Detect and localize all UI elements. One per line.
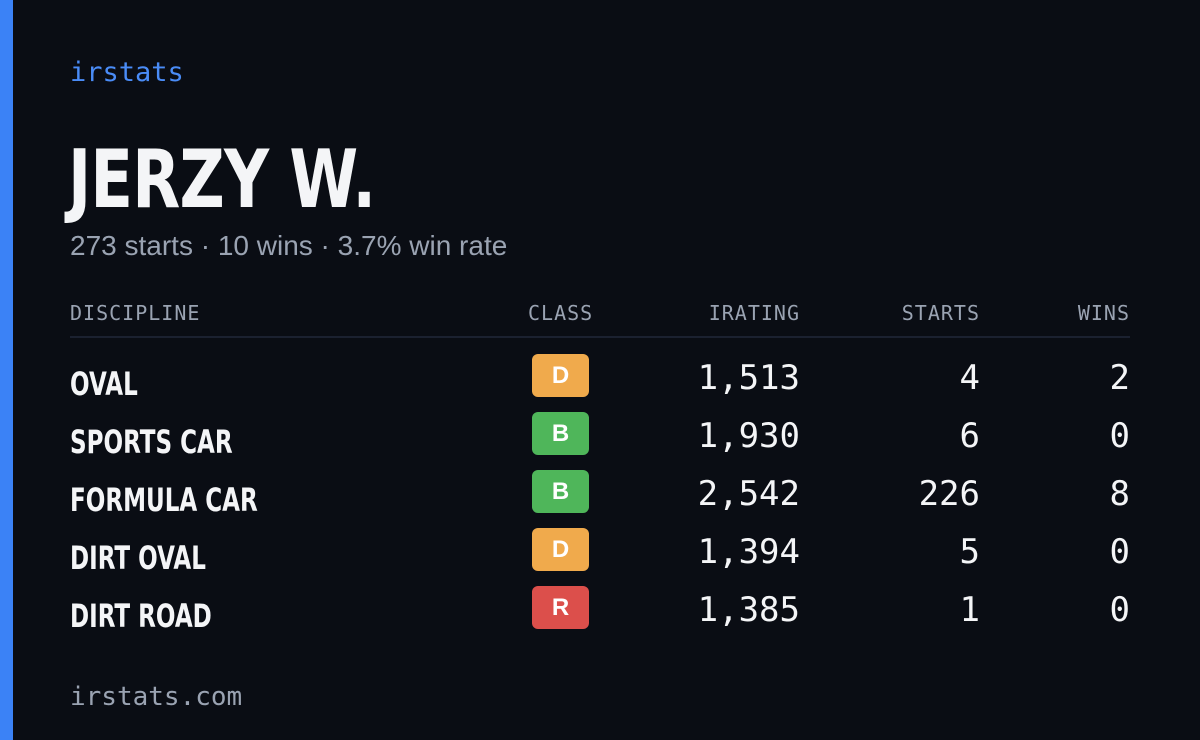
- irating-value: 1,394: [697, 532, 800, 572]
- header-irating: IRATING: [708, 301, 800, 325]
- discipline-table: DISCIPLINE CLASS IRATING STARTS WINS OVA…: [70, 298, 1130, 644]
- class-badge: R: [532, 586, 589, 629]
- wins-value: 0: [1109, 416, 1130, 456]
- discipline-name: DIRT ROAD: [70, 597, 212, 635]
- table-row: DIRT ROAD R 1,385 1 0: [70, 586, 1130, 644]
- player-summary: 273 starts · 10 wins · 3.7% win rate: [70, 230, 508, 261]
- class-badge: D: [532, 528, 589, 571]
- class-badge: D: [532, 354, 589, 397]
- starts-value: 1: [959, 590, 980, 630]
- header-starts: STARTS: [901, 301, 980, 325]
- header-class: CLASS: [528, 301, 594, 325]
- table-row: OVAL D 1,513 4 2: [70, 354, 1130, 412]
- discipline-name: SPORTS CAR: [70, 423, 233, 461]
- header-discipline: DISCIPLINE: [70, 301, 201, 325]
- table-body: OVAL D 1,513 4 2 SPORTS CAR B 1,930 6 0 …: [70, 354, 1130, 644]
- footer-url[interactable]: irstats.com: [70, 682, 243, 712]
- irating-value: 2,542: [697, 474, 800, 514]
- accent-bar: [0, 0, 13, 740]
- player-name: JERZY W.: [68, 133, 376, 226]
- wins-value: 0: [1109, 532, 1130, 572]
- discipline-name: DIRT OVAL: [70, 539, 206, 577]
- wins-value: 0: [1109, 590, 1130, 630]
- header-wins: WINS: [1077, 301, 1130, 325]
- starts-value: 4: [959, 358, 980, 398]
- class-badge: B: [532, 470, 589, 513]
- table-header: DISCIPLINE CLASS IRATING STARTS WINS: [70, 298, 1130, 338]
- table-row: FORMULA CAR B 2,542 226 8: [70, 470, 1130, 528]
- starts-value: 226: [918, 474, 980, 514]
- discipline-name: FORMULA CAR: [70, 481, 258, 519]
- class-badge: B: [532, 412, 589, 455]
- starts-value: 6: [959, 416, 980, 456]
- irating-value: 1,513: [697, 358, 800, 398]
- irating-value: 1,930: [697, 416, 800, 456]
- starts-value: 5: [959, 532, 980, 572]
- table-row: SPORTS CAR B 1,930 6 0: [70, 412, 1130, 470]
- table-row: DIRT OVAL D 1,394 5 0: [70, 528, 1130, 586]
- wins-value: 8: [1109, 474, 1130, 514]
- discipline-name: OVAL: [70, 365, 138, 403]
- brand-logo: irstats: [70, 57, 184, 88]
- irating-value: 1,385: [697, 590, 800, 630]
- wins-value: 2: [1109, 358, 1130, 398]
